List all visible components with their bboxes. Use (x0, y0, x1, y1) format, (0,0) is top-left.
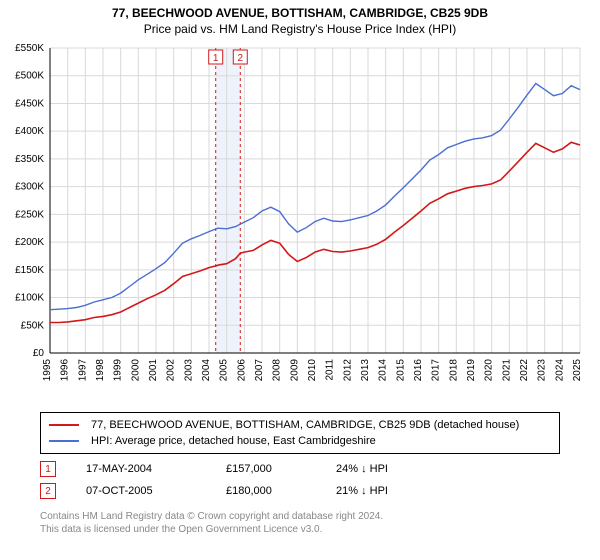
svg-text:£100K: £100K (15, 293, 44, 304)
svg-text:2009: 2009 (289, 359, 300, 382)
line-chart: £0£50K£100K£150K£200K£250K£300K£350K£400… (50, 48, 580, 393)
svg-text:£550K: £550K (15, 43, 44, 54)
marker-delta: 24% ↓ HPI (336, 463, 416, 475)
svg-text:2015: 2015 (395, 359, 406, 382)
svg-text:1996: 1996 (60, 359, 71, 382)
footer: Contains HM Land Registry data © Crown c… (40, 510, 560, 536)
svg-text:2003: 2003 (183, 359, 194, 382)
svg-text:2025: 2025 (572, 359, 583, 382)
marker-date: 07-OCT-2005 (86, 485, 226, 497)
svg-text:1998: 1998 (95, 359, 106, 382)
marker-price: £157,000 (226, 463, 336, 475)
svg-text:2014: 2014 (378, 359, 389, 382)
svg-text:2013: 2013 (360, 359, 371, 382)
legend-label: HPI: Average price, detached house, East… (91, 435, 376, 447)
svg-text:£200K: £200K (15, 237, 44, 248)
marker-badge: 2 (40, 483, 56, 499)
marker-delta: 21% ↓ HPI (336, 485, 416, 497)
legend-item: HPI: Average price, detached house, East… (49, 433, 551, 449)
marker-date: 17-MAY-2004 (86, 463, 226, 475)
svg-text:2005: 2005 (219, 359, 230, 382)
title-block: 77, BEECHWOOD AVENUE, BOTTISHAM, CAMBRID… (0, 0, 600, 36)
legend-item: 77, BEECHWOOD AVENUE, BOTTISHAM, CAMBRID… (49, 417, 551, 433)
svg-text:2008: 2008 (272, 359, 283, 382)
svg-text:1999: 1999 (113, 359, 124, 382)
svg-text:2: 2 (237, 53, 243, 64)
svg-text:2007: 2007 (254, 359, 265, 382)
footer-line: Contains HM Land Registry data © Crown c… (40, 510, 560, 523)
legend-label: 77, BEECHWOOD AVENUE, BOTTISHAM, CAMBRID… (91, 419, 519, 431)
svg-text:1: 1 (213, 53, 219, 64)
legend: 77, BEECHWOOD AVENUE, BOTTISHAM, CAMBRID… (40, 412, 560, 454)
svg-text:2024: 2024 (554, 359, 565, 382)
svg-text:2000: 2000 (130, 359, 141, 382)
footer-line: This data is licensed under the Open Gov… (40, 523, 560, 536)
legend-swatch (49, 440, 79, 442)
svg-text:£300K: £300K (15, 182, 44, 193)
svg-text:£450K: £450K (15, 98, 44, 109)
svg-text:2010: 2010 (307, 359, 318, 382)
svg-text:2011: 2011 (325, 359, 336, 381)
svg-text:2006: 2006 (236, 359, 247, 382)
svg-text:2017: 2017 (431, 359, 442, 382)
marker-badge: 1 (40, 461, 56, 477)
svg-text:2001: 2001 (148, 359, 159, 382)
svg-text:2021: 2021 (501, 359, 512, 382)
marker-price: £180,000 (226, 485, 336, 497)
svg-text:£150K: £150K (15, 265, 44, 276)
svg-text:2019: 2019 (466, 359, 477, 382)
svg-text:£50K: £50K (21, 320, 45, 331)
svg-text:2002: 2002 (166, 359, 177, 382)
svg-text:2004: 2004 (201, 359, 212, 382)
svg-text:£0: £0 (33, 348, 45, 359)
svg-text:1997: 1997 (77, 359, 88, 382)
sale-marker-row: 1 17-MAY-2004 £157,000 24% ↓ HPI (40, 458, 560, 480)
svg-text:2018: 2018 (448, 359, 459, 382)
legend-swatch (49, 424, 79, 426)
sale-marker-row: 2 07-OCT-2005 £180,000 21% ↓ HPI (40, 480, 560, 502)
sale-markers: 1 17-MAY-2004 £157,000 24% ↓ HPI 2 07-OC… (40, 458, 560, 502)
svg-text:2023: 2023 (537, 359, 548, 382)
svg-text:2020: 2020 (484, 359, 495, 382)
chart-title: 77, BEECHWOOD AVENUE, BOTTISHAM, CAMBRID… (0, 6, 600, 20)
svg-text:£500K: £500K (15, 71, 44, 82)
svg-text:2016: 2016 (413, 359, 424, 382)
svg-text:2022: 2022 (519, 359, 530, 382)
svg-text:£400K: £400K (15, 126, 44, 137)
chart-subtitle: Price paid vs. HM Land Registry's House … (0, 22, 600, 36)
svg-text:2012: 2012 (342, 359, 353, 382)
chart-container: 77, BEECHWOOD AVENUE, BOTTISHAM, CAMBRID… (0, 0, 600, 560)
svg-text:£250K: £250K (15, 209, 44, 220)
svg-text:1995: 1995 (42, 359, 53, 382)
svg-text:£350K: £350K (15, 154, 44, 165)
